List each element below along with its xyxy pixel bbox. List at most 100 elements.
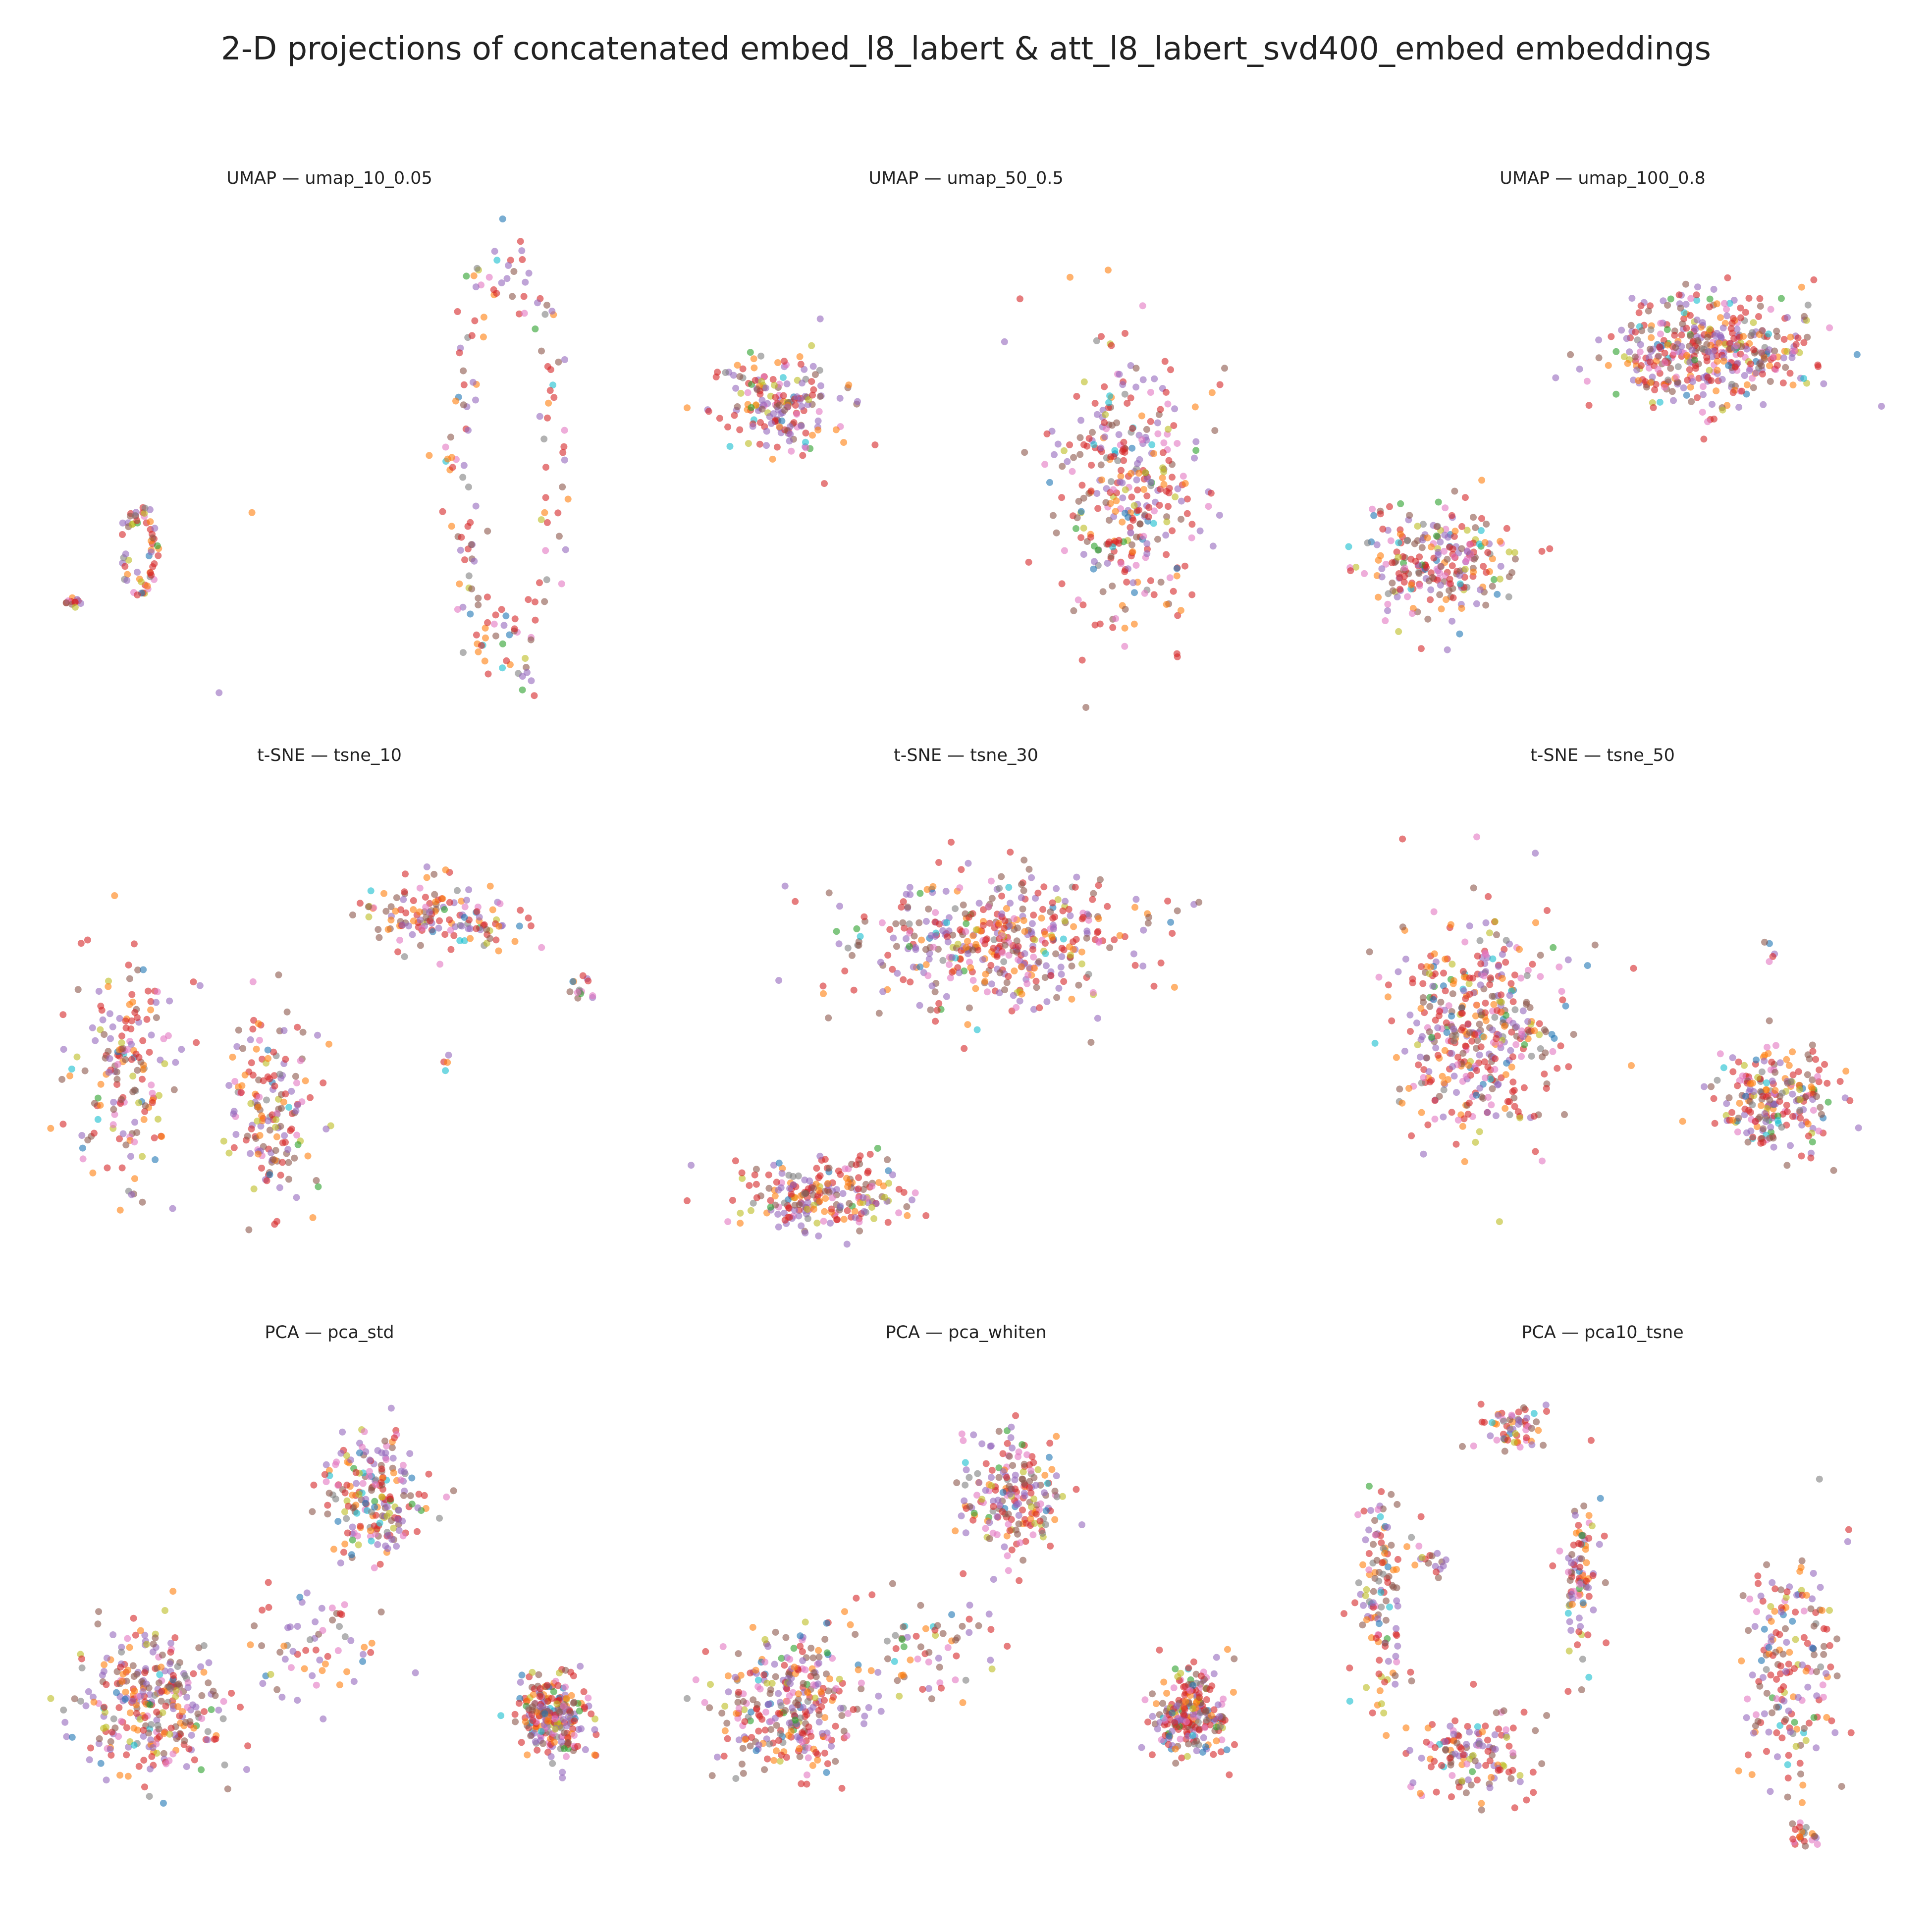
- scatter-point: [1114, 457, 1122, 464]
- scatter-point: [1657, 320, 1664, 327]
- scatter-point: [960, 1570, 967, 1577]
- scatter-point: [1768, 1128, 1775, 1136]
- subplot-pca-std: PCA — pca_std: [45, 1323, 614, 1823]
- scatter-point: [235, 1026, 242, 1034]
- scatter-point: [747, 349, 754, 356]
- scatter-point: [1496, 575, 1503, 583]
- scatter-point: [832, 426, 840, 433]
- scatter-point: [409, 931, 416, 938]
- scatter-point: [999, 1489, 1007, 1496]
- scatter-point: [1395, 628, 1402, 635]
- scatter-point: [1021, 928, 1028, 935]
- scatter-point: [736, 426, 744, 433]
- scatter-point: [82, 1702, 90, 1710]
- scatter-point: [1442, 987, 1449, 995]
- scatter-point: [110, 1106, 117, 1113]
- scatter-point: [1080, 494, 1087, 502]
- scatter-point: [541, 311, 549, 318]
- scatter-point: [100, 1668, 107, 1675]
- scatter-point: [981, 978, 989, 985]
- scatter-point: [1377, 1513, 1384, 1520]
- scatter-point: [439, 895, 446, 903]
- scatter-point: [91, 1100, 98, 1107]
- scatter-point: [1637, 341, 1644, 348]
- scatter-point: [857, 1152, 864, 1160]
- scatter-point: [980, 906, 987, 913]
- scatter-point: [1426, 1003, 1434, 1010]
- scatter-point: [1423, 564, 1430, 571]
- scatter-point: [1177, 1735, 1184, 1743]
- scatter-point: [1420, 1150, 1427, 1158]
- scatter-point: [1489, 583, 1496, 590]
- scatter-point: [1165, 457, 1173, 464]
- scatter-point: [121, 1056, 129, 1063]
- scatter-point: [1073, 393, 1080, 400]
- scatter-point: [723, 1719, 731, 1727]
- scatter-point: [1449, 562, 1456, 570]
- scatter-point: [172, 1687, 180, 1694]
- scatter-point: [732, 384, 740, 392]
- scatter-point: [1759, 1092, 1767, 1100]
- scatter-point: [1159, 449, 1167, 456]
- scatter-point: [430, 870, 438, 878]
- scatter-point: [912, 1632, 920, 1640]
- scatter-point: [219, 1715, 227, 1722]
- scatter-point: [482, 634, 489, 642]
- scatter-point: [1672, 344, 1679, 351]
- scatter-point: [517, 238, 524, 245]
- scatter-point: [904, 1634, 911, 1641]
- scatter-point: [1759, 327, 1766, 334]
- scatter-point: [1428, 1034, 1436, 1041]
- scatter-point: [1636, 348, 1644, 356]
- scatter-point: [329, 1616, 336, 1624]
- scatter-point: [1448, 1109, 1455, 1116]
- scatter-point: [486, 935, 493, 942]
- scatter-point: [233, 1043, 241, 1050]
- scatter-point: [333, 1458, 340, 1466]
- scatter-point: [1394, 1501, 1401, 1508]
- scatter-point: [774, 1211, 782, 1218]
- scatter-point: [1399, 835, 1406, 843]
- scatter-point: [1018, 894, 1025, 901]
- scatter-point: [439, 508, 446, 515]
- scatter-point: [1095, 882, 1102, 889]
- scatter-point: [220, 1137, 227, 1145]
- scatter-point: [407, 1492, 414, 1500]
- scatter-point: [1462, 1042, 1469, 1050]
- scatter-point: [426, 452, 433, 459]
- scatter-point: [255, 1103, 262, 1111]
- scatter-point: [164, 1032, 172, 1039]
- scatter-point: [1392, 1680, 1399, 1688]
- scatter-point: [1637, 302, 1645, 310]
- scatter-point: [779, 374, 787, 381]
- scatter-point: [1766, 362, 1773, 370]
- scatter-point: [1776, 1059, 1784, 1067]
- scatter-point: [1434, 1032, 1441, 1040]
- scatter-point: [325, 1467, 333, 1474]
- scatter-point: [935, 1655, 942, 1662]
- scatter-point: [875, 1010, 883, 1017]
- scatter-point: [554, 1682, 562, 1689]
- scatter-point: [376, 1519, 383, 1527]
- scatter-point: [390, 1524, 397, 1532]
- scatter-point: [1070, 923, 1077, 930]
- scatter-point: [1181, 1691, 1188, 1699]
- scatter-point: [1387, 537, 1395, 544]
- scatter-point: [336, 1610, 344, 1617]
- scatter-point: [1012, 1471, 1019, 1479]
- scatter-point: [215, 1707, 222, 1714]
- scatter-point: [1375, 556, 1382, 564]
- scatter-point: [247, 1100, 255, 1107]
- scatter-point: [1396, 574, 1403, 581]
- subplot-title: UMAP — umap_100_0.8: [1500, 168, 1706, 188]
- scatter-point: [1802, 1094, 1809, 1101]
- scatter-point: [1178, 516, 1184, 523]
- scatter-point: [1726, 300, 1733, 307]
- scatter-point: [797, 1632, 804, 1640]
- scatter-point: [538, 944, 545, 951]
- scatter-point: [1473, 1067, 1480, 1074]
- scatter-point: [360, 1651, 367, 1658]
- scatter-point: [917, 1602, 924, 1609]
- scatter-point: [1135, 470, 1142, 477]
- scatter-point: [1178, 497, 1185, 505]
